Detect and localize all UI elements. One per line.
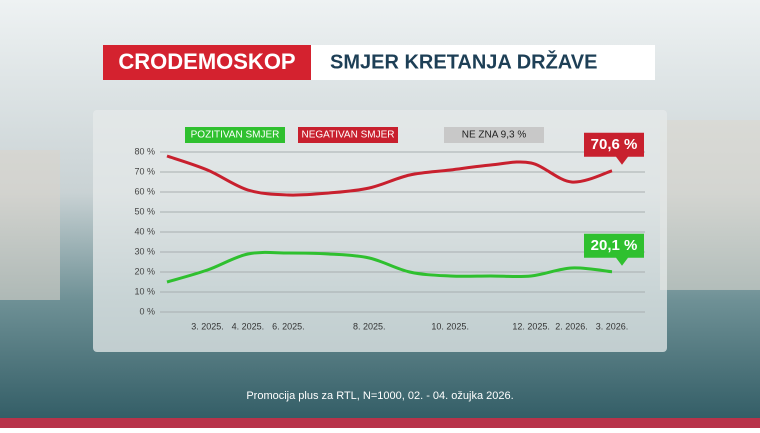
y-tick-label: 0 %	[139, 306, 155, 316]
x-tick-label: 3. 2025.	[191, 321, 224, 331]
chart-panel	[93, 110, 667, 352]
x-tick-label: 2. 2026.	[555, 321, 588, 331]
y-tick-label: 60 %	[134, 186, 155, 196]
y-tick-label: 30 %	[134, 246, 155, 256]
building-left	[0, 150, 60, 300]
legend-label: NEGATIVAN SMJER	[302, 130, 395, 141]
end-label: 20,1 %	[591, 237, 638, 254]
x-tick-label: 3. 2026.	[596, 321, 629, 331]
series-line	[166, 154, 613, 197]
end-label: 70,6 %	[591, 136, 638, 153]
bottom-strip	[0, 418, 760, 428]
legend-swatch	[185, 127, 285, 143]
y-tick-label: 70 %	[134, 166, 155, 176]
footer: Promocija plus za RTL, N=1000, 02. - 04.…	[246, 390, 513, 402]
annotation-box	[444, 127, 544, 143]
x-tick-label: 6. 2025.	[272, 321, 305, 331]
y-tick-label: 40 %	[134, 226, 155, 236]
chart-title: CRODEMOSKOP	[118, 49, 295, 74]
y-tick-label: 50 %	[134, 206, 155, 216]
legend-swatch	[298, 127, 398, 143]
annotation: NE ZNA 9,3 %	[462, 130, 527, 141]
y-tick-label: 10 %	[134, 286, 155, 296]
x-tick-label: 12. 2025.	[512, 321, 550, 331]
x-tick-label: 8. 2025.	[353, 321, 386, 331]
building-right	[660, 120, 760, 290]
chart-subtitle: SMJER KRETANJA DRŽAVE	[330, 49, 597, 73]
legend-label: POZITIVAN SMJER	[191, 130, 280, 141]
y-tick-label: 80 %	[134, 146, 155, 156]
series-line	[166, 250, 613, 284]
header-brand	[103, 45, 311, 80]
end-label-box	[584, 132, 644, 165]
y-tick-label: 20 %	[134, 266, 155, 276]
x-tick-label: 4. 2025.	[232, 321, 265, 331]
x-tick-label: 10. 2025.	[431, 321, 469, 331]
end-label-box	[584, 233, 644, 266]
